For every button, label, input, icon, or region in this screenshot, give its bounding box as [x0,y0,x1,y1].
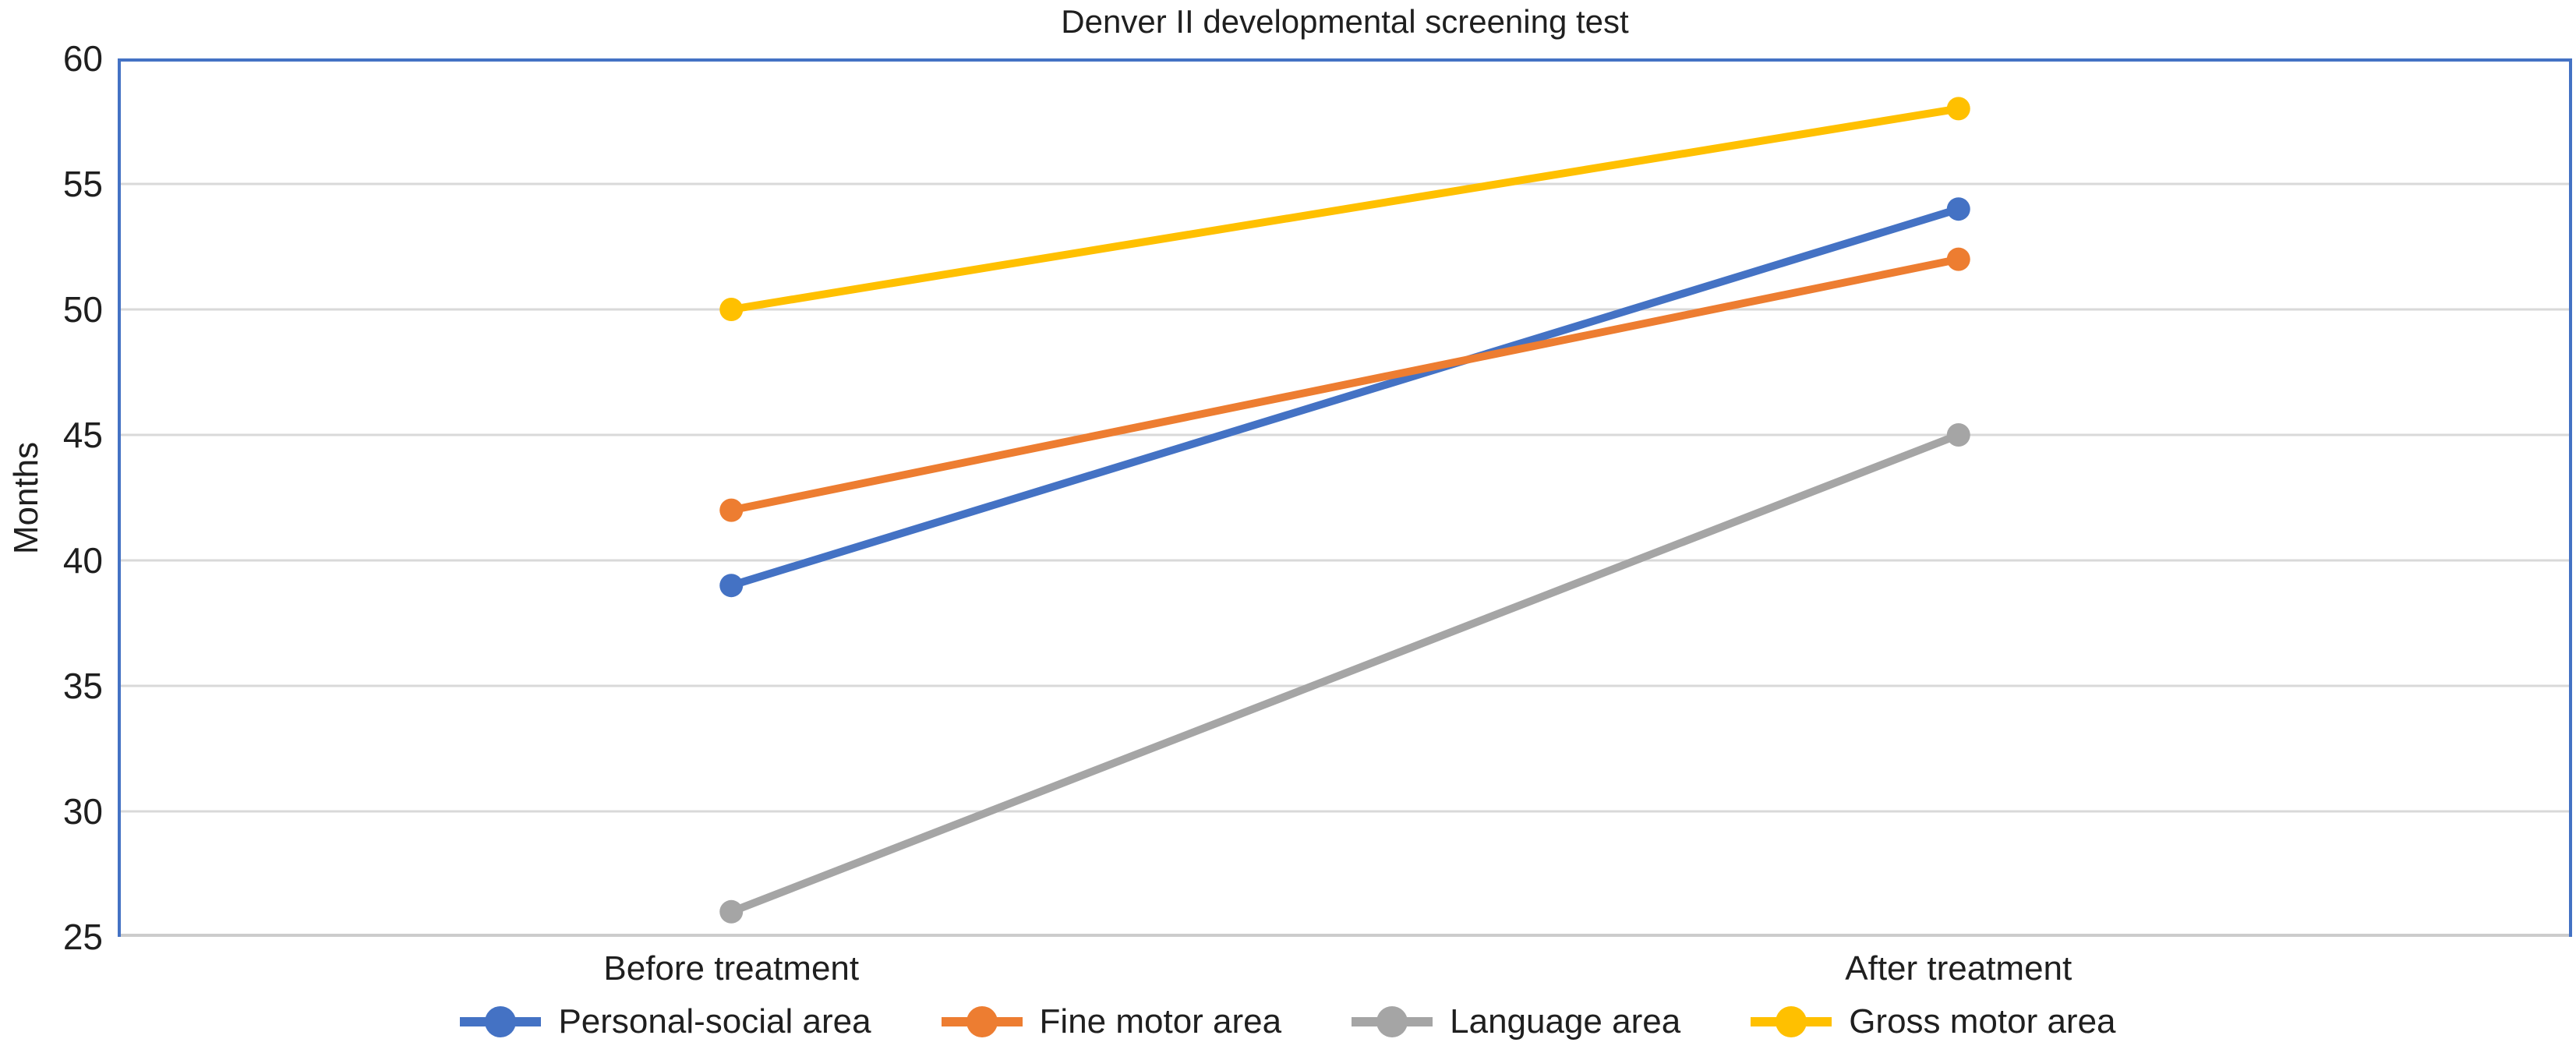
data-point-personal-social-area-before-treatment [719,574,744,598]
data-point-gross-motor-area-after-treatment [1946,97,1970,121]
legend: Personal-social area Fine motor area Langu… [0,1002,2576,1041]
plot-border [118,58,2572,937]
y-tick-label-60: 60 [62,38,103,79]
plot-area [118,58,2572,937]
data-point-language-area-after-treatment [1946,423,1970,447]
y-tick-label-40: 40 [62,540,103,581]
chart-title: Denver II developmental screening test [1061,3,1629,40]
legend-line-marker-icon [941,1006,1023,1037]
legend-line-marker-icon [1751,1006,1832,1037]
data-point-language-area-before-treatment [719,899,744,924]
legend-line-marker-icon [460,1006,542,1037]
x-axis-label-before-treatment: Before treatment [603,949,860,988]
y-tick-label-55: 55 [62,164,103,204]
legend-item-fine-motor-area: Fine motor area [941,1002,1282,1041]
y-tick-label-45: 45 [62,415,103,455]
series-line-fine-motor-area [727,255,1963,514]
y-tick-label-35: 35 [62,666,103,706]
x-axis-label-after-treatment: After treatment [1845,949,2072,988]
legend-label: Language area [1450,1002,1681,1041]
legend-item-gross-motor-area: Gross motor area [1751,1002,2116,1041]
y-tick-label-50: 50 [62,289,103,330]
data-point-personal-social-area-after-treatment [1946,197,1970,221]
data-point-gross-motor-area-before-treatment [719,298,744,321]
y-tick-label-25: 25 [62,917,103,957]
series-line-language-area [727,431,1963,916]
legend-item-personal-social-area: Personal-social area [460,1002,871,1041]
series-line-gross-motor-area [727,104,1963,313]
legend-label: Personal-social area [558,1002,871,1041]
data-point-fine-motor-area-after-treatment [1946,247,1970,271]
y-axis-title-text: Months [7,441,46,554]
legend-label: Gross motor area [1849,1002,2116,1041]
series-line-personal-social-area [727,205,1963,590]
legend-line-marker-icon [1352,1006,1433,1037]
legend-label: Fine motor area [1039,1002,1282,1041]
legend-item-language-area: Language area [1352,1002,1680,1041]
data-point-fine-motor-area-before-treatment [719,498,744,522]
y-tick-label-30: 30 [62,791,103,832]
